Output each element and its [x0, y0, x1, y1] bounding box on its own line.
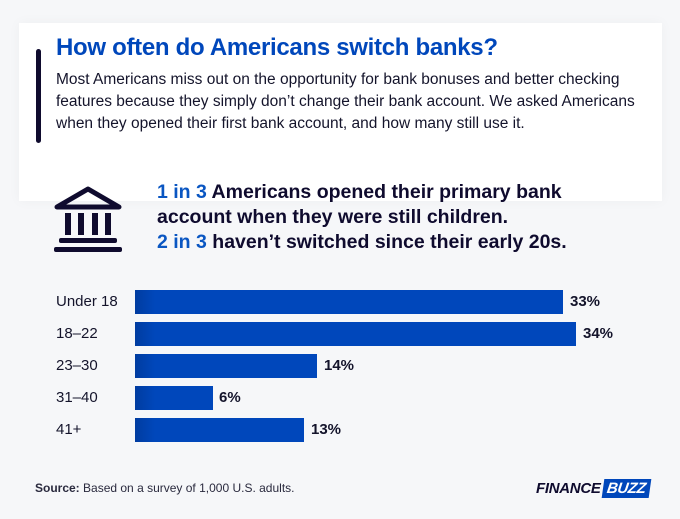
- page-title: How often do Americans switch banks?: [56, 34, 498, 61]
- page-description: Most Americans miss out on the opportuni…: [56, 71, 635, 132]
- bar: [135, 322, 576, 346]
- value-label: 13%: [311, 421, 342, 438]
- value-label: 14%: [324, 357, 355, 374]
- bar: [135, 290, 563, 314]
- value-label: 33%: [570, 293, 601, 310]
- financebuzz-logo: FINANCE BUZZ: [536, 477, 651, 499]
- accent-bar: [36, 49, 41, 143]
- category-label: Under 18: [56, 293, 118, 310]
- key-stat-callout: 1 in 3 Americans opened their primary ba…: [157, 181, 567, 253]
- value-label: 6%: [219, 389, 241, 406]
- stat-highlight-1: 1 in 3: [157, 181, 207, 203]
- stat-highlight-2: 2 in 3: [157, 231, 207, 253]
- bar: [135, 354, 317, 378]
- value-label: 34%: [583, 325, 614, 342]
- source-note: Source: Based on a survey of 1,000 U.S. …: [35, 481, 295, 495]
- bank-icon: [54, 186, 122, 252]
- category-label: 41+: [56, 421, 82, 438]
- bar: [135, 386, 213, 410]
- header-card: How often do Americans switch banks? Mos…: [19, 23, 662, 201]
- category-label: 18–22: [56, 325, 98, 342]
- category-label: 31–40: [56, 389, 98, 406]
- bar: [135, 418, 304, 442]
- category-label: 23–30: [56, 357, 98, 374]
